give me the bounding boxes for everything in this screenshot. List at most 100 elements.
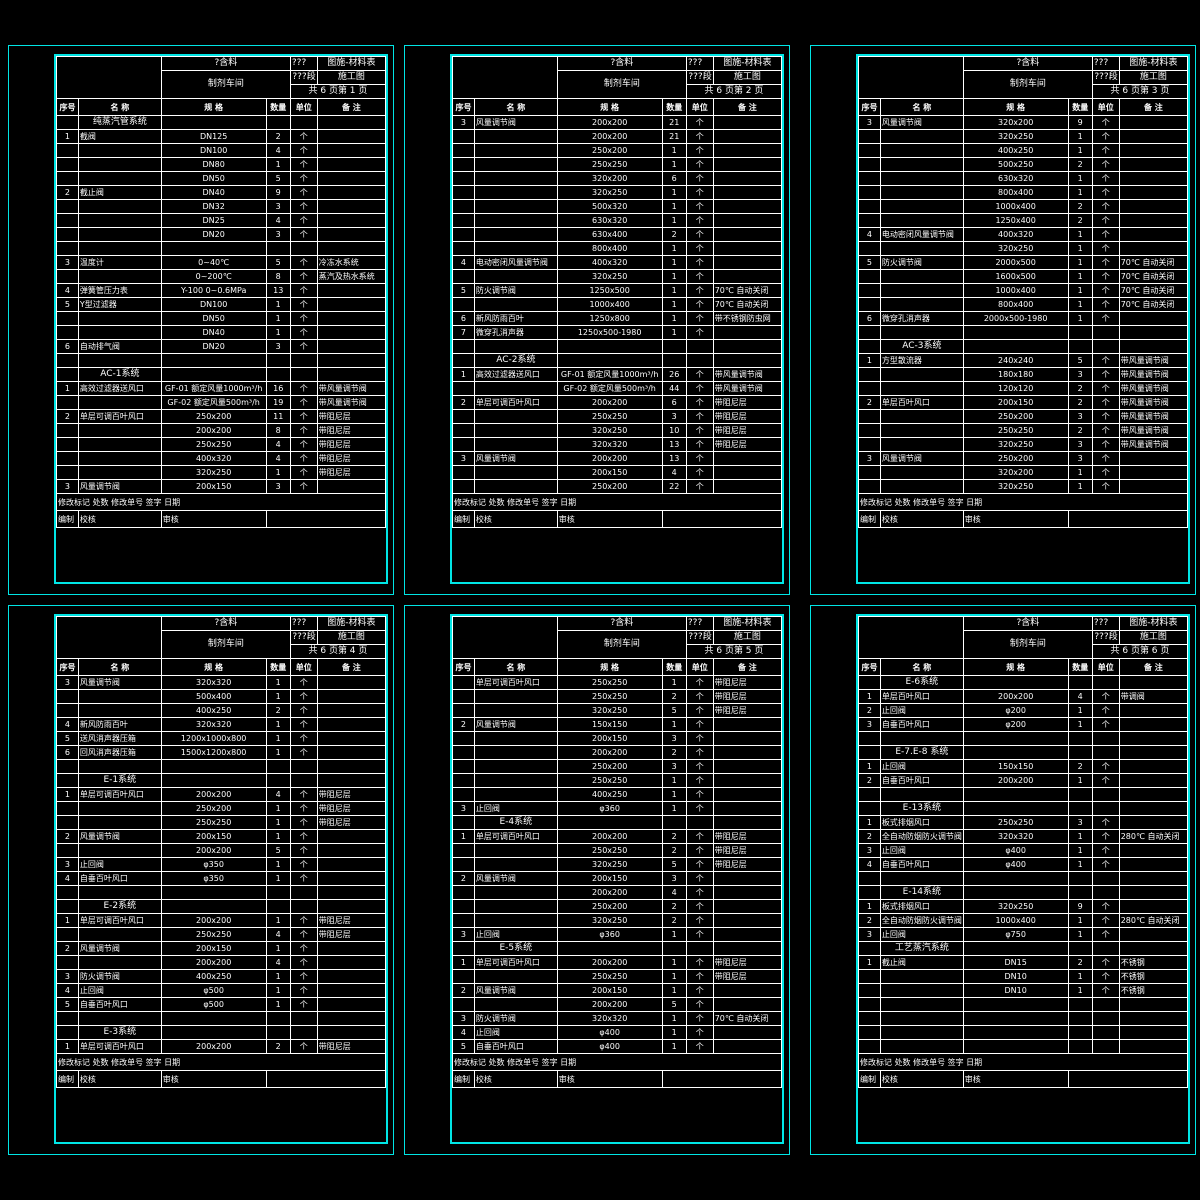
cell-qty: 5 xyxy=(265,255,291,270)
cell-note xyxy=(316,703,387,718)
check-label: 校核 xyxy=(77,1070,162,1088)
cell-unit: 个 xyxy=(289,997,318,1012)
cell-seq xyxy=(452,759,475,774)
cell-unit: 个 xyxy=(1091,843,1120,858)
cell-name xyxy=(879,1039,964,1054)
cell-seq: 3 xyxy=(858,115,881,130)
cell-seq: 5 xyxy=(56,731,79,746)
cell-spec: 200x150 xyxy=(160,829,267,844)
cell-seq xyxy=(56,703,79,718)
cell-qty: 4 xyxy=(265,787,291,802)
table-row: 工艺蒸汽系统 xyxy=(858,941,1189,956)
cell-seq: 2 xyxy=(452,395,475,410)
cell-seq xyxy=(858,1039,881,1054)
cell-qty: 1 xyxy=(661,773,687,788)
cell-unit: 个 xyxy=(1091,423,1120,438)
cell-name: 止回阀 xyxy=(879,703,964,718)
cell-qty: 1 xyxy=(1067,703,1093,718)
cell-note: 带风量调节阀 xyxy=(712,367,783,382)
cell-spec: DN80 xyxy=(160,157,267,172)
cell-seq xyxy=(452,143,475,158)
cell-spec: 320x250 xyxy=(556,913,663,928)
cell-note xyxy=(1118,857,1189,872)
cell-spec: 500x320 xyxy=(556,199,663,214)
review-label: 审核 xyxy=(962,510,1069,528)
cell-spec: 150x150 xyxy=(962,759,1069,774)
cell-spec xyxy=(962,1025,1069,1040)
cell-unit: 个 xyxy=(685,241,714,256)
cell-seq: 2 xyxy=(452,983,475,998)
cell-seq: 7 xyxy=(452,325,475,340)
table-row: GF-02 额定风量500m³/h 44 个带风量调节阀 xyxy=(452,381,783,396)
cell-unit: 个 xyxy=(1091,115,1120,130)
cell-unit: 个 xyxy=(685,451,714,466)
cell-note xyxy=(1118,115,1189,130)
cell-spec: 200x200 xyxy=(556,955,663,970)
cell-qty: 4 xyxy=(265,437,291,452)
cell-unit: 个 xyxy=(1091,465,1120,480)
cell-spec xyxy=(160,115,267,130)
cell-note xyxy=(316,213,387,228)
cell-spec: 320x250 xyxy=(556,185,663,200)
cell-seq xyxy=(452,857,475,872)
cell-unit xyxy=(1091,1025,1120,1040)
cell-unit: 个 xyxy=(1091,395,1120,410)
cell-seq: 2 xyxy=(56,829,79,844)
cell-name: 新风防雨百叶 xyxy=(473,311,558,326)
cell-unit: 个 xyxy=(289,675,318,690)
drawing-stage-type: 施工图 xyxy=(316,70,387,85)
cell-qty: 2 xyxy=(1067,759,1093,774)
cell-note xyxy=(712,885,783,900)
cell-unit: 个 xyxy=(685,787,714,802)
cell-name xyxy=(473,157,558,172)
cell-spec: 320x320 xyxy=(556,437,663,452)
cell-note xyxy=(316,745,387,760)
column-header: 名 称 xyxy=(879,98,964,116)
cell-name: 防火调节阀 xyxy=(879,255,964,270)
cell-seq xyxy=(56,199,79,214)
table-row: 5 Y型过滤器 DN100 1 个 xyxy=(56,297,387,312)
check-label: 校核 xyxy=(77,510,162,528)
table-row: 2 截止阀 DN40 9 个 xyxy=(56,185,387,200)
cell-seq xyxy=(858,283,881,298)
table-row: 320x250 1 个带阻尼层 xyxy=(56,465,387,480)
cell-unit: 个 xyxy=(685,1011,714,1026)
cell-note xyxy=(712,143,783,158)
cell-unit: 个 xyxy=(685,689,714,704)
cell-spec: 250x200 xyxy=(160,409,267,424)
cell-name: 止回阀 xyxy=(473,927,558,942)
cell-seq: 4 xyxy=(858,857,881,872)
cell-note xyxy=(712,941,783,956)
cell-spec: 1250x500-1980 xyxy=(556,325,663,340)
cell-qty: 1 xyxy=(661,675,687,690)
cell-note: 70℃ 自动关闭 xyxy=(1118,255,1189,270)
cell-note xyxy=(1118,927,1189,942)
cell-spec: 320x320 xyxy=(160,717,267,732)
cell-spec: 2000x500-1980 xyxy=(962,311,1069,326)
table-row: 400x250 1 个 xyxy=(452,787,783,802)
table-row: 200x200 21 个 xyxy=(452,129,783,144)
cell-seq xyxy=(56,955,79,970)
cell-seq xyxy=(858,185,881,200)
cell-seq xyxy=(858,997,881,1012)
cell-note: 带阻尼层 xyxy=(712,437,783,452)
cell-qty: 4 xyxy=(265,955,291,970)
cell-note xyxy=(712,801,783,816)
cell-seq xyxy=(56,1025,79,1040)
table-row: 纯蒸汽管系统 xyxy=(56,115,387,130)
cell-name xyxy=(473,969,558,984)
table-row: DN10 1 个不锈钢 xyxy=(858,969,1189,984)
cell-note xyxy=(712,171,783,186)
cell-seq xyxy=(452,353,475,368)
cell-unit: 个 xyxy=(289,941,318,956)
cell-spec: 1000x400 xyxy=(556,297,663,312)
cell-qty: 3 xyxy=(265,339,291,354)
cell-seq xyxy=(858,213,881,228)
cell-qty: 9 xyxy=(1067,115,1093,130)
table-row: 320x200 6 个 xyxy=(452,171,783,186)
cell-name xyxy=(879,787,964,802)
cell-note xyxy=(1118,241,1189,256)
cell-qty: 11 xyxy=(265,409,291,424)
table-row: 7 微穿孔消声器 1250x500-1980 1 个 xyxy=(452,325,783,340)
cell-seq: 1 xyxy=(858,759,881,774)
